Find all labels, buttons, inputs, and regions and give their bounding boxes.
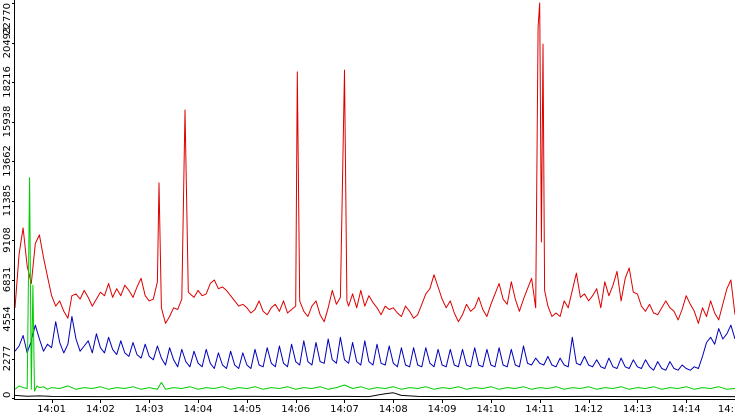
x-tick-label: 14:12: [574, 404, 603, 415]
x-tick-label: 14:11: [525, 404, 554, 415]
x-tick-label: 14:14: [672, 404, 701, 415]
x-tick-label: 14:01: [37, 404, 66, 415]
series-line-3: [14, 177, 735, 392]
y-tick-label: 13662: [2, 145, 13, 177]
series-line-1: [14, 2, 735, 324]
x-tick-label: 14:09: [428, 404, 457, 415]
x-tick-label: 14:03: [135, 404, 164, 415]
x-tick-label: 14:06: [281, 404, 310, 415]
x-tick-label: 14:02: [86, 404, 115, 415]
y-tick-label: 9108: [2, 227, 13, 252]
series-lines: [14, 2, 735, 398]
y-tick-label: 18216: [2, 66, 13, 98]
y-tick-label: 4554: [2, 306, 13, 331]
y-tick-label: 0: [2, 392, 13, 398]
x-tick-label: 14:: [718, 404, 734, 415]
x-tick-label: 14:07: [330, 404, 359, 415]
y-axis-ticks: 0 2277 4554 6831 9108 11385 13662 15938 18216 204…: [2, 3, 15, 399]
series-line-4: [14, 392, 735, 398]
y-tick-label: 11385: [2, 185, 13, 217]
series-line-2: [14, 316, 735, 371]
axes: [14, 0, 735, 400]
x-axis-ticks: 14:01 14:02 14:03 14:04 14:05 14:06 14:07 14:08…: [37, 399, 734, 415]
x-tick-label: 14:10: [476, 404, 505, 415]
y-tick-label: 22770: [2, 3, 13, 35]
y-tick-label: 6831: [2, 267, 13, 292]
x-tick-label: 14:13: [623, 404, 652, 415]
y-tick-label: 20493: [2, 27, 13, 59]
x-tick-label: 14:05: [232, 404, 261, 415]
y-tick-label: 15938: [2, 106, 13, 138]
x-tick-label: 14:04: [184, 404, 213, 415]
x-tick-label: 14:08: [379, 404, 408, 415]
y-tick-label: 2277: [2, 346, 13, 371]
